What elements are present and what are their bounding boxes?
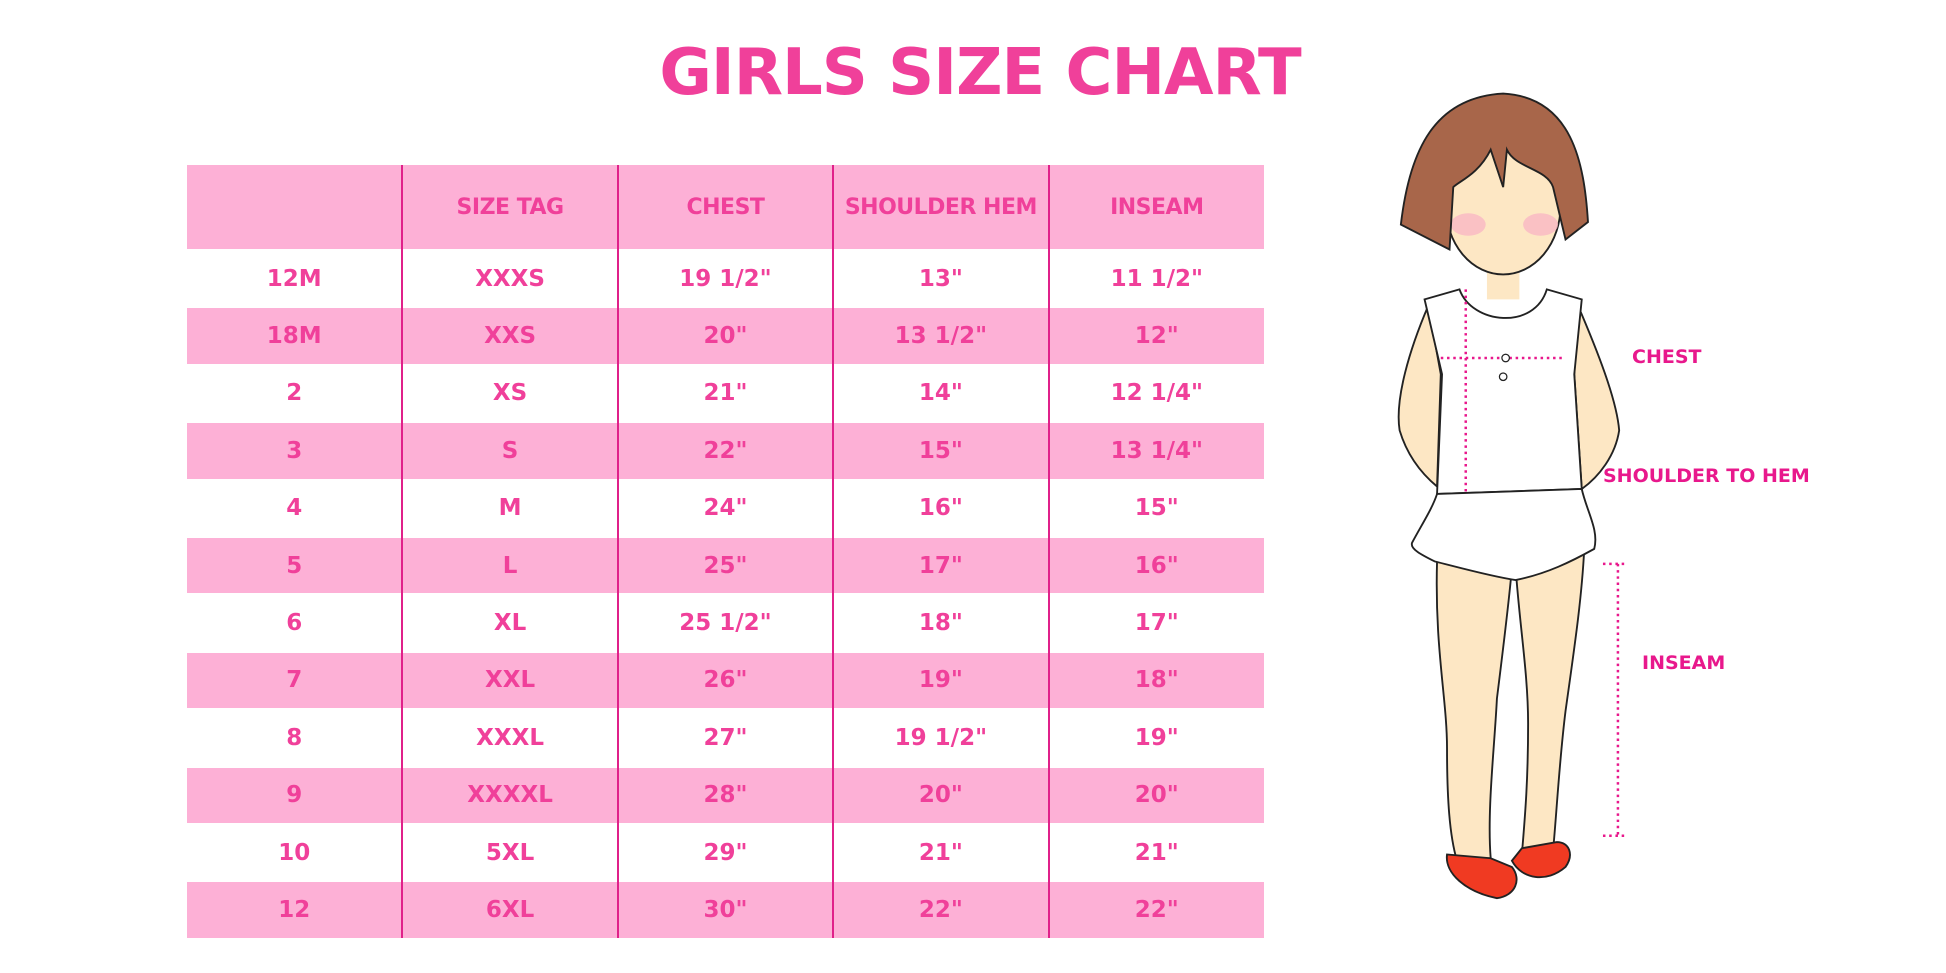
column-header: SHOULDER HEM xyxy=(832,165,1049,250)
table-cell: 20" xyxy=(832,765,1049,824)
table-cell: 13 1/4" xyxy=(1047,421,1264,480)
table-cell: 22" xyxy=(616,421,834,480)
table-cell: 3 xyxy=(187,421,403,480)
table-cell: 18" xyxy=(832,593,1049,652)
table-cell: XXXS xyxy=(401,248,618,308)
table-cell: 27" xyxy=(616,708,834,767)
table-cell: 19 1/2" xyxy=(616,248,834,308)
table-cell: 25 1/2" xyxy=(616,593,834,652)
inseam-label: INSEAM xyxy=(1642,652,1726,674)
table-row: 6 XL 25 1/2" 18" 17" xyxy=(187,593,1264,652)
table-cell: 18M xyxy=(187,306,403,365)
chest-label: CHEST xyxy=(1632,346,1702,368)
shoe-left xyxy=(1446,853,1518,900)
column-header xyxy=(187,165,403,250)
table-cell: 20" xyxy=(1047,765,1264,824)
table-cell: 16" xyxy=(1047,535,1264,595)
column-header: CHEST xyxy=(616,165,834,250)
table-cell: 26" xyxy=(616,650,834,710)
arm-left xyxy=(1397,302,1442,489)
table-cell: 7 xyxy=(187,650,403,710)
table-row: 7 XXL 26" 19" 18" xyxy=(187,650,1264,710)
table-cell: 12 xyxy=(187,880,403,938)
table-cell: 12M xyxy=(187,248,403,308)
table-row: 12M XXXS 19 1/2" 13" 11 1/2" xyxy=(187,248,1264,308)
table-row: 8 XXXL 27" 19 1/2" 19" xyxy=(187,708,1264,767)
table-cell: 14" xyxy=(832,363,1049,423)
table-cell: 30" xyxy=(616,880,834,938)
table-row: 5 L 25" 17" 16" xyxy=(187,535,1264,595)
shoe-right xyxy=(1510,841,1571,879)
column-header: SIZE TAG xyxy=(401,165,618,250)
table-cell: XXXL xyxy=(401,708,618,767)
table-cell: 10 xyxy=(187,822,403,882)
page-title: GIRLS SIZE CHART xyxy=(659,36,1301,110)
table-cell: 22" xyxy=(832,880,1049,938)
table-cell: XXXXL xyxy=(401,765,618,824)
shoulder-to-hem-label: SHOULDER TO HEM xyxy=(1603,465,1810,487)
table-row: 18M XXS 20" 13 1/2" 12" xyxy=(187,306,1264,365)
table-cell: 5XL xyxy=(401,822,618,882)
leg-right xyxy=(1514,547,1586,856)
table-row: 2 XS 21" 14" 12 1/4" xyxy=(187,363,1264,423)
size-chart-table: SIZE TAG CHEST SHOULDER HEM INSEAM 12M XXXS 1… xyxy=(187,165,1264,938)
table-cell: 29" xyxy=(616,822,834,882)
table-cell: S xyxy=(401,421,618,480)
table-cell: 12 1/4" xyxy=(1047,363,1264,423)
table-cell: 9 xyxy=(187,765,403,824)
table-cell: XXS xyxy=(401,306,618,365)
table-cell: 19 1/2" xyxy=(832,708,1049,767)
top xyxy=(1423,288,1583,495)
table-cell: 5 xyxy=(187,535,403,595)
table-row: 3 S 22" 15" 13 1/4" xyxy=(187,421,1264,480)
table-cell: 22" xyxy=(1047,880,1264,938)
table-row: 9 XXXXL 28" 20" 20" xyxy=(187,765,1264,824)
table-cell: L xyxy=(401,535,618,595)
table-cell: 21" xyxy=(616,363,834,423)
table-cell: XS xyxy=(401,363,618,423)
hair xyxy=(1399,92,1589,251)
arm-right xyxy=(1573,305,1621,491)
table-cell: 20" xyxy=(616,306,834,365)
table-cell: 19" xyxy=(1047,708,1264,767)
table-cell: 28" xyxy=(616,765,834,824)
table-cell: 17" xyxy=(1047,593,1264,652)
table-cell: XXL xyxy=(401,650,618,710)
table-cell: XL xyxy=(401,593,618,652)
table-cell: 21" xyxy=(1047,822,1264,882)
table-cell: 6XL xyxy=(401,880,618,938)
table-cell: 16" xyxy=(832,478,1049,537)
leg-left xyxy=(1435,560,1513,862)
table-cell: 8 xyxy=(187,708,403,767)
table-header-row: SIZE TAG CHEST SHOULDER HEM INSEAM xyxy=(187,165,1264,250)
table-cell: 21" xyxy=(832,822,1049,882)
table-cell: 4 xyxy=(187,478,403,537)
table-cell: 12" xyxy=(1047,306,1264,365)
table-cell: 18" xyxy=(1047,650,1264,710)
table-cell: 11 1/2" xyxy=(1047,248,1264,308)
table-row: 12 6XL 30" 22" 22" xyxy=(187,880,1264,938)
table-cell: 15" xyxy=(1047,478,1264,537)
table-cell: M xyxy=(401,478,618,537)
table-cell: 15" xyxy=(832,421,1049,480)
table-cell: 2 xyxy=(187,363,403,423)
table-cell: 19" xyxy=(832,650,1049,710)
table-cell: 6 xyxy=(187,593,403,652)
table-row: 10 5XL 29" 21" 21" xyxy=(187,822,1264,882)
column-header: INSEAM xyxy=(1047,165,1264,250)
table-cell: 25" xyxy=(616,535,834,595)
table-cell: 17" xyxy=(832,535,1049,595)
table-cell: 24" xyxy=(616,478,834,537)
skirt xyxy=(1410,488,1597,582)
table-cell: 13 1/2" xyxy=(832,306,1049,365)
table-row: 4 M 24" 16" 15" xyxy=(187,478,1264,537)
table-cell: 13" xyxy=(832,248,1049,308)
